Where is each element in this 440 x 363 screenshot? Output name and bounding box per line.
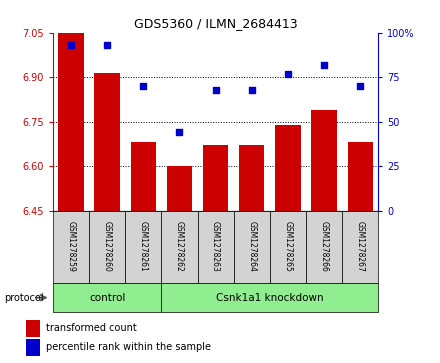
Bar (342, 211, 378, 283)
Text: GSM1278262: GSM1278262 (175, 221, 184, 272)
Bar (239, 145, 264, 211)
Bar (53, 283, 161, 312)
Point (357, 83, 364, 89)
Bar (234, 211, 270, 283)
Text: transformed count: transformed count (46, 323, 136, 333)
Point (103, 42, 110, 48)
Text: GSM1278267: GSM1278267 (356, 221, 365, 272)
Bar (131, 142, 156, 211)
Text: GSM1278264: GSM1278264 (247, 221, 256, 272)
Text: percentile rank within the sample: percentile rank within the sample (46, 342, 211, 352)
Bar (53, 211, 89, 283)
Point (284, 71, 291, 77)
Text: GSM1278263: GSM1278263 (211, 221, 220, 272)
Bar (26, 320, 40, 337)
Title: GDS5360 / ILMN_2684413: GDS5360 / ILMN_2684413 (134, 17, 297, 30)
Bar (312, 110, 337, 211)
Text: control: control (89, 293, 125, 303)
Text: GSM1278259: GSM1278259 (66, 221, 75, 272)
Bar (89, 211, 125, 283)
Bar (348, 142, 373, 211)
Bar (161, 283, 378, 312)
Point (140, 83, 147, 89)
Bar (161, 211, 198, 283)
Text: GSM1278261: GSM1278261 (139, 221, 148, 272)
Bar (306, 211, 342, 283)
Bar (203, 145, 228, 211)
Point (248, 87, 255, 93)
Text: GSM1278260: GSM1278260 (103, 221, 112, 272)
Point (212, 87, 219, 93)
Text: GSM1278265: GSM1278265 (283, 221, 293, 272)
Text: Csnk1a1 knockdown: Csnk1a1 knockdown (216, 293, 324, 303)
Point (176, 129, 183, 135)
Point (67, 42, 74, 48)
Bar (26, 339, 40, 356)
Bar (198, 211, 234, 283)
Bar (270, 211, 306, 283)
Bar (125, 211, 161, 283)
Bar (275, 125, 301, 211)
Point (321, 62, 328, 68)
Text: GSM1278266: GSM1278266 (319, 221, 329, 272)
Bar (95, 73, 120, 211)
Bar (58, 33, 84, 211)
Text: protocol: protocol (4, 293, 44, 303)
Bar (167, 166, 192, 211)
